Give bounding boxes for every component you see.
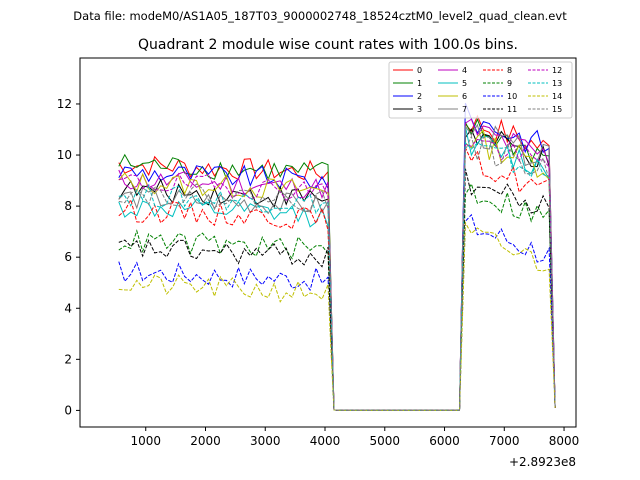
x-tick-label: 2000 bbox=[190, 434, 221, 448]
legend-label-13: 13 bbox=[552, 79, 562, 88]
legend-label-12: 12 bbox=[552, 66, 562, 75]
y-tick-label: 0 bbox=[64, 403, 72, 417]
x-axis: 1000 2000 3000 4000 5000 6000 7000 8000 bbox=[130, 427, 579, 448]
y-tick-label: 8 bbox=[64, 199, 72, 213]
suptitle: Data file: modeM0/AS1A05_187T03_90000027… bbox=[73, 9, 567, 23]
y-tick-label: 6 bbox=[64, 250, 72, 264]
y-tick-label: 2 bbox=[64, 352, 72, 366]
legend-label-8: 8 bbox=[507, 66, 512, 75]
x-tick-label: 8000 bbox=[549, 434, 580, 448]
plot-frame bbox=[79, 57, 577, 428]
legend-box bbox=[388, 61, 573, 119]
legend-label-2: 2 bbox=[417, 92, 422, 101]
y-tick-label: 4 bbox=[64, 301, 72, 315]
y-tick-label: 10 bbox=[57, 148, 72, 162]
y-tick-label: 12 bbox=[57, 97, 72, 111]
x-offset-label: +2.8923e8 bbox=[509, 455, 576, 469]
legend-label-1: 1 bbox=[417, 79, 422, 88]
legend-label-6: 6 bbox=[462, 92, 467, 101]
series-line-15 bbox=[118, 135, 556, 411]
legend-label-14: 14 bbox=[552, 92, 562, 101]
legend-label-0: 0 bbox=[417, 66, 422, 75]
legend-label-10: 10 bbox=[507, 92, 517, 101]
legend-label-5: 5 bbox=[462, 79, 467, 88]
x-tick-label: 6000 bbox=[429, 434, 460, 448]
x-tick-label: 7000 bbox=[489, 434, 520, 448]
x-tick-label: 1000 bbox=[130, 434, 161, 448]
legend-label-7: 7 bbox=[462, 105, 467, 114]
x-tick-label: 4000 bbox=[310, 434, 341, 448]
legend-label-9: 9 bbox=[507, 79, 512, 88]
legend-label-11: 11 bbox=[507, 105, 517, 114]
x-tick-label: 3000 bbox=[250, 434, 281, 448]
series-line-13 bbox=[118, 141, 556, 411]
chart-title: Quadrant 2 module wise count rates with … bbox=[138, 37, 518, 53]
series-lines bbox=[118, 102, 556, 411]
legend-label-15: 15 bbox=[552, 105, 562, 114]
plot-area: 1000 2000 3000 4000 5000 6000 7000 8000 0246810… bbox=[57, 57, 579, 469]
y-axis: 0 2 4 6 8 10 12 bbox=[57, 97, 80, 417]
x-tick-label: 5000 bbox=[369, 434, 400, 448]
legend-label-3: 3 bbox=[417, 105, 422, 114]
legend-label-4: 4 bbox=[462, 66, 467, 75]
